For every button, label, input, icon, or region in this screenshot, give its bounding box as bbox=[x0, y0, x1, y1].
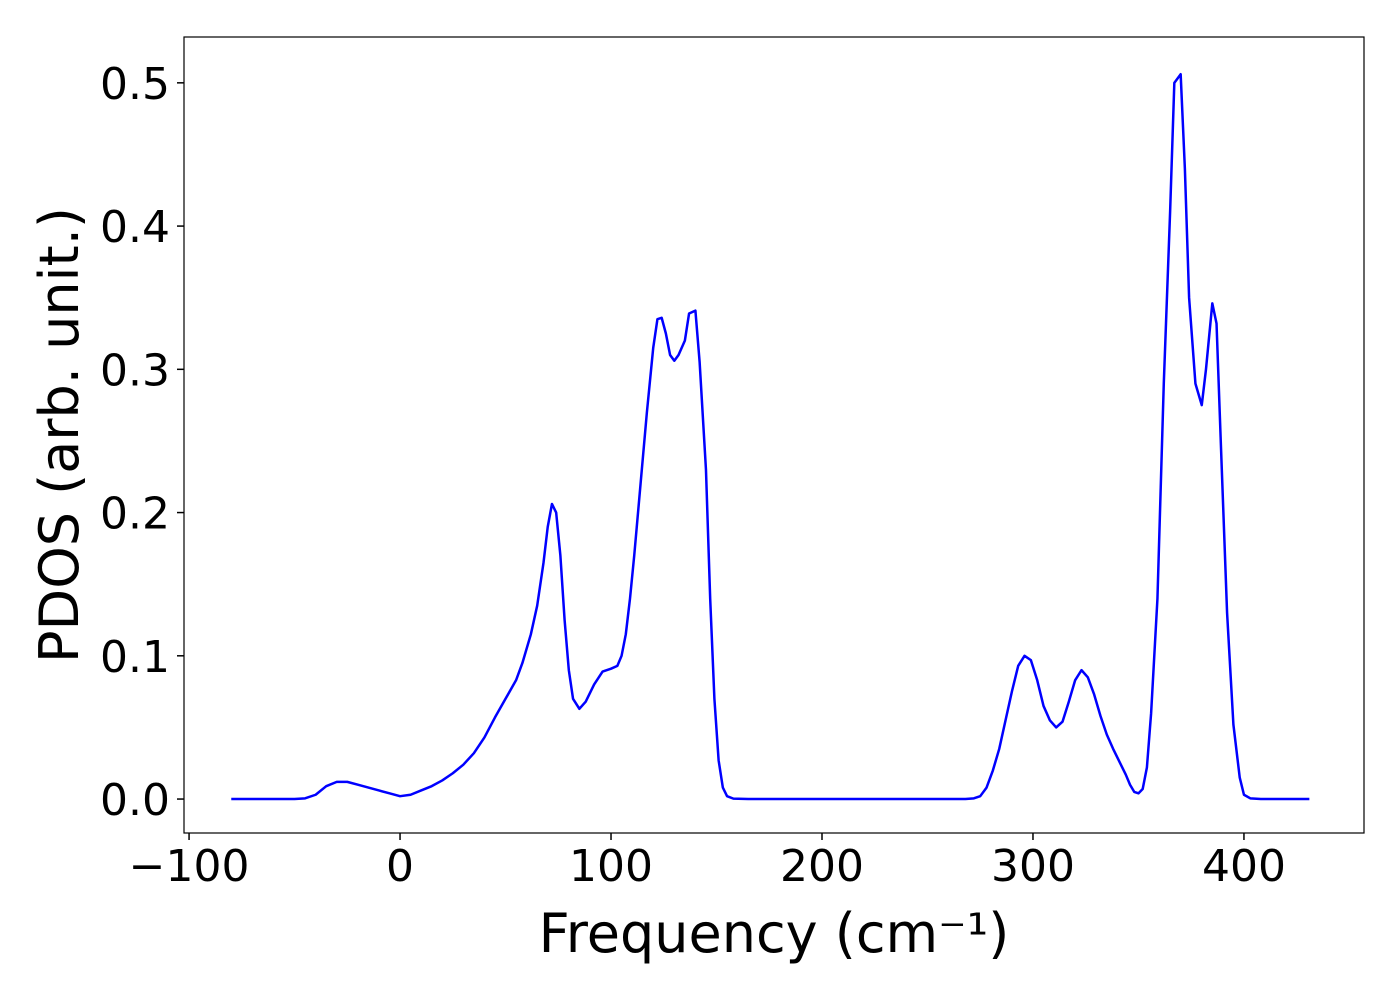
y-axis-label: PDOS (arb. unit.) bbox=[28, 207, 91, 663]
x-tick-label: 200 bbox=[780, 841, 864, 892]
y-tick-label: 0.3 bbox=[100, 345, 170, 396]
x-tick-label: 0 bbox=[386, 841, 414, 892]
y-tick-label: 0.2 bbox=[100, 489, 170, 540]
x-tick-label: 100 bbox=[569, 841, 653, 892]
x-tick-label: −100 bbox=[129, 841, 250, 892]
x-axis-label: Frequency (cm⁻¹) bbox=[539, 902, 1010, 965]
x-tick-label: 400 bbox=[1202, 841, 1286, 892]
plot-frame bbox=[183, 36, 1365, 834]
y-tick-label: 0.1 bbox=[100, 632, 170, 683]
x-tick-label: 300 bbox=[991, 841, 1075, 892]
y-tick-label: 0.5 bbox=[100, 59, 170, 110]
pdos-line bbox=[231, 72, 1310, 801]
y-tick-label: 0.4 bbox=[100, 202, 170, 253]
y-tick-label: 0.0 bbox=[100, 775, 170, 826]
